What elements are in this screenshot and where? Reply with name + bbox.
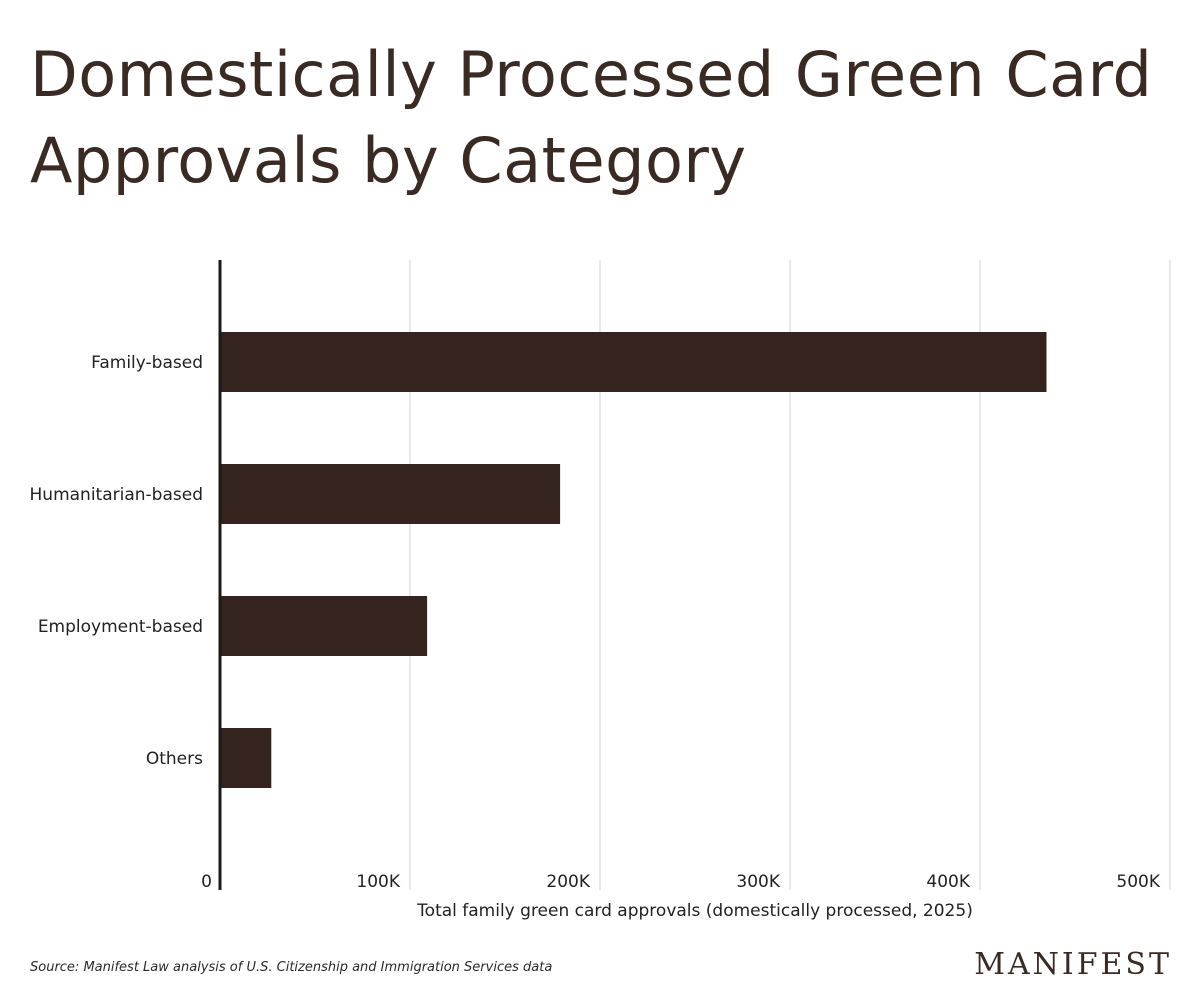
category-label-1: Humanitarian-based [30, 485, 203, 505]
bar-3 [220, 728, 272, 788]
bar-1 [220, 464, 561, 524]
tick-label-0: 0 [201, 872, 212, 892]
source-note: Source: Manifest Law analysis of U.S. Ci… [30, 960, 553, 975]
category-label-2: Employment-based [38, 617, 203, 637]
category-label-0: Family-based [91, 353, 203, 373]
category-label-3: Others [146, 749, 203, 769]
tick-label-1: 100K [356, 872, 400, 892]
bar-2 [220, 596, 428, 656]
tick-label-4: 400K [926, 872, 970, 892]
bar-0 [220, 332, 1047, 392]
tick-label-2: 200K [546, 872, 590, 892]
tick-label-3: 300K [736, 872, 780, 892]
x-axis-title: Total family green card approvals (domes… [416, 901, 973, 921]
chart-title: Domestically Processed Green Card Approv… [30, 38, 1153, 197]
tick-label-5: 500K [1116, 872, 1160, 892]
manifest-logo: MANIFEST [974, 947, 1172, 982]
